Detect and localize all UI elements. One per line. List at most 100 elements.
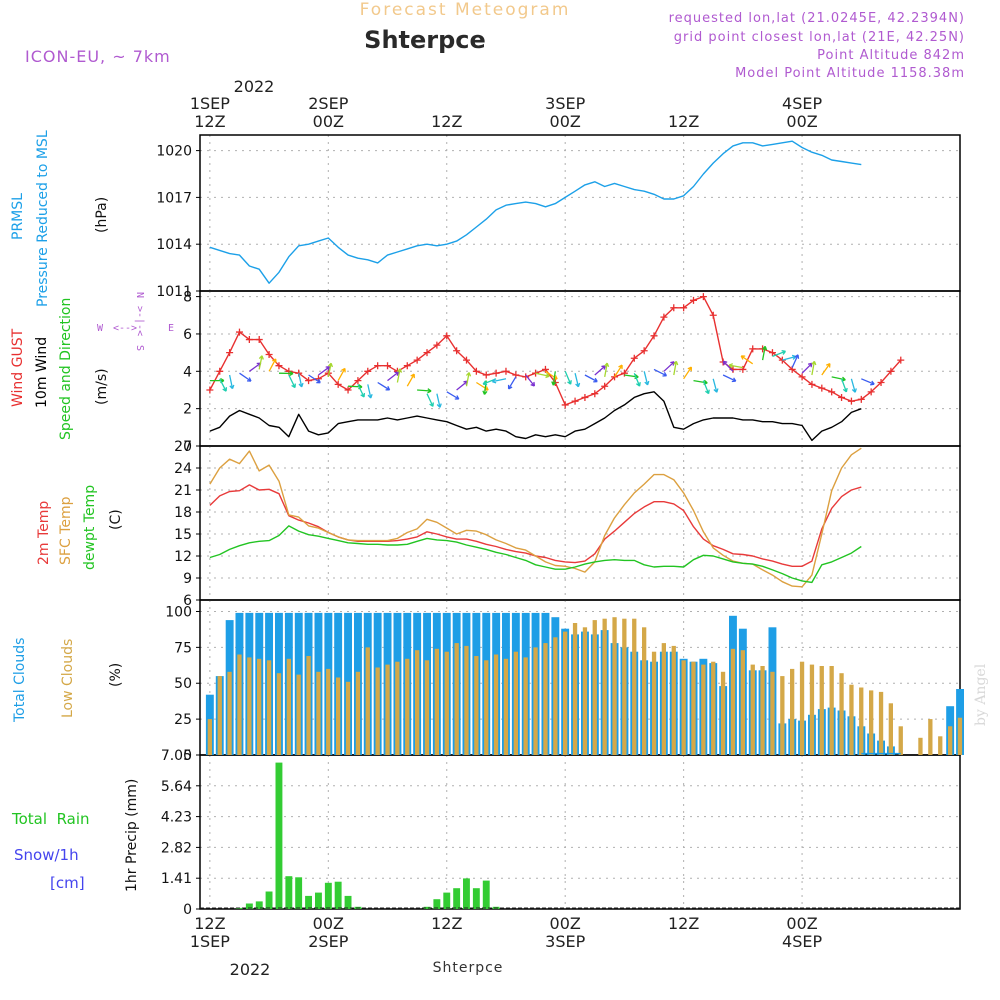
wind-direction-arrow [663, 361, 675, 372]
low-cloud-bar [632, 618, 637, 755]
temp-ytick-label: 15 [174, 527, 192, 543]
wind-direction-arrow [298, 373, 304, 388]
wind-direction-arrow [406, 373, 415, 387]
wind-gust-marker [403, 362, 411, 370]
wind-gust-marker [235, 328, 243, 336]
rain-bar [305, 895, 312, 909]
low-cloud-bar [849, 684, 854, 755]
precip-ytick-label: 2.82 [161, 840, 192, 856]
rain-bar [324, 882, 332, 909]
low-cloud-bar [888, 703, 893, 755]
bottom-tick-day: 3SEP [545, 932, 585, 951]
wind-direction-arrow [456, 380, 469, 391]
low-cloud-bar [237, 654, 242, 755]
wind-gust-marker [472, 367, 480, 375]
wind-gust-marker [690, 296, 698, 304]
wind-direction-arrow [387, 371, 400, 382]
low-cloud-bar [316, 671, 321, 755]
wind-gust-marker [413, 356, 421, 364]
snow-unit: [cm] [50, 874, 85, 892]
low-cloud-bar [493, 654, 499, 755]
low-cloud-bar [750, 664, 755, 755]
wind-dir-label: Speed and Direction [58, 298, 74, 440]
precip-frame [199, 754, 961, 910]
wind-gust-marker [275, 362, 283, 370]
temp-frame [199, 445, 961, 601]
rain-bar [433, 899, 441, 909]
wind-gust-marker [255, 336, 263, 344]
low-cloud-bar [918, 737, 923, 755]
precip-ytick-label: 4.23 [161, 810, 192, 826]
low-cloud-bar [770, 671, 775, 755]
low-cloud-bar [523, 657, 528, 755]
rain-bar [423, 906, 431, 909]
rain-bar [453, 888, 461, 909]
wind-gust-marker [709, 311, 717, 319]
top-tick-hour: 00Z [313, 112, 344, 131]
wind-gust-label: Wind GUST [10, 328, 26, 407]
top-tick-hour: 00Z [550, 112, 581, 131]
low-cloud-bar [454, 643, 459, 755]
low-cloud-bar [385, 664, 390, 755]
wind-gust-marker [216, 367, 224, 375]
panel-frames: 1011101410171020024686912151821242702550… [156, 134, 961, 918]
wind-direction-arrow [228, 374, 235, 390]
wind-direction-arrow [840, 378, 848, 393]
wind-direction-arrow [740, 355, 754, 365]
temp-2m-label: 2m Temp [36, 501, 52, 565]
low-cloud-bar [819, 666, 824, 755]
low-cloud-bar [869, 690, 874, 755]
compass-ns-arrow: >-|-< [134, 306, 145, 336]
wind-gust-marker [798, 373, 806, 381]
model-altitude: Model Point Altitude 1158.38m [735, 66, 965, 81]
wind-gust-marker [808, 380, 816, 388]
wind-direction-arrow [357, 384, 366, 398]
bottom-tick-day: 2SEP [308, 932, 348, 951]
super-title: Forecast Meteogram [360, 0, 571, 20]
compass-arrow: <--> [113, 323, 137, 334]
low-cloud-bar [444, 651, 449, 755]
rain-bar [443, 892, 451, 909]
low-cloud-bar [365, 647, 370, 755]
low-cloud-bar [582, 627, 588, 755]
wind-gust-marker [887, 367, 895, 375]
wind-gust-marker [443, 332, 451, 340]
wind-direction-arrow [446, 391, 460, 400]
wind-gust-marker [601, 382, 609, 390]
bottom-tick-hour: 00Z [313, 914, 344, 933]
pressure-ytick-label: 1011 [156, 284, 192, 300]
wind-direction-arrow [728, 363, 744, 369]
wind-direction-arrow [594, 365, 606, 376]
bottom-tick-hour: 12Z [431, 914, 462, 933]
wind-gust-marker [245, 336, 253, 344]
compass-s: S [134, 345, 145, 351]
snow-label: Snow/1h [14, 846, 79, 864]
wind-gust-marker [650, 332, 658, 340]
top-tick-day: 3SEP [545, 94, 585, 113]
low-cloud-bar [642, 627, 647, 755]
wind-direction-arrow [426, 393, 434, 407]
wind-direction-arrow [318, 366, 331, 376]
wind-direction-arrow [772, 349, 787, 358]
wind-gust-marker [699, 293, 707, 301]
pressure-ytick-label: 1014 [156, 237, 192, 253]
year-bottom: 2022 [230, 960, 271, 979]
low-cloud-bar [730, 648, 736, 755]
wind-gust-marker [897, 356, 905, 364]
wind-direction-arrow [683, 366, 693, 380]
temp-unit: (C) [108, 509, 124, 530]
low-cloud-bar [266, 660, 272, 755]
rain-label: Total Rain [11, 810, 90, 828]
pressure-unit: (hPa) [94, 197, 110, 233]
compass-rose: W <--> E N >-|-< S [97, 292, 174, 351]
wind-gust-marker [522, 373, 530, 381]
precip-axis-title: 1hr Precip (mm) [124, 779, 140, 892]
low-cloud-bar [691, 661, 696, 755]
wind-direction-arrow [268, 358, 277, 372]
wind-direction-arrow [507, 376, 517, 390]
low-cloud-bar [434, 648, 439, 755]
wind-10m-line [209, 391, 862, 442]
wind-gust-marker [423, 349, 431, 357]
bottom-tick-hour: 00Z [550, 914, 581, 933]
wind-ytick-label: 2 [183, 402, 192, 418]
